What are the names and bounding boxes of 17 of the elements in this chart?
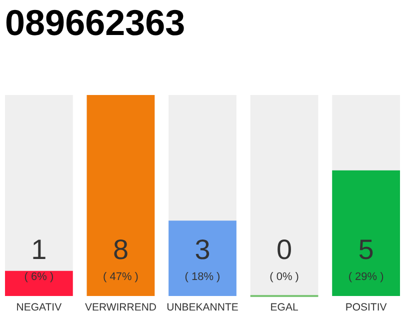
x-tick-label: POSITIV: [345, 302, 387, 314]
data-label: 3: [194, 234, 210, 265]
annotation: ( 0% ): [270, 271, 299, 283]
annotation: ( 29% ): [348, 271, 384, 283]
annotation: ( 18% ): [184, 271, 220, 283]
data-label: 1: [31, 234, 47, 265]
annotation: ( 47% ): [102, 271, 138, 283]
chart-title: 089662363: [5, 2, 186, 43]
x-tick-label: EGAL: [270, 302, 298, 314]
x-tick-label: UNBEKANNTE: [166, 302, 238, 314]
data-label: 5: [358, 234, 374, 265]
annotation: ( 6% ): [24, 271, 54, 283]
bar: [5, 270, 73, 296]
data-label: 8: [112, 234, 129, 265]
x-tick-label: NEGATIV: [16, 302, 62, 314]
data-label: 0: [276, 234, 292, 265]
x-tick-label: VERWIRREND: [84, 302, 157, 314]
